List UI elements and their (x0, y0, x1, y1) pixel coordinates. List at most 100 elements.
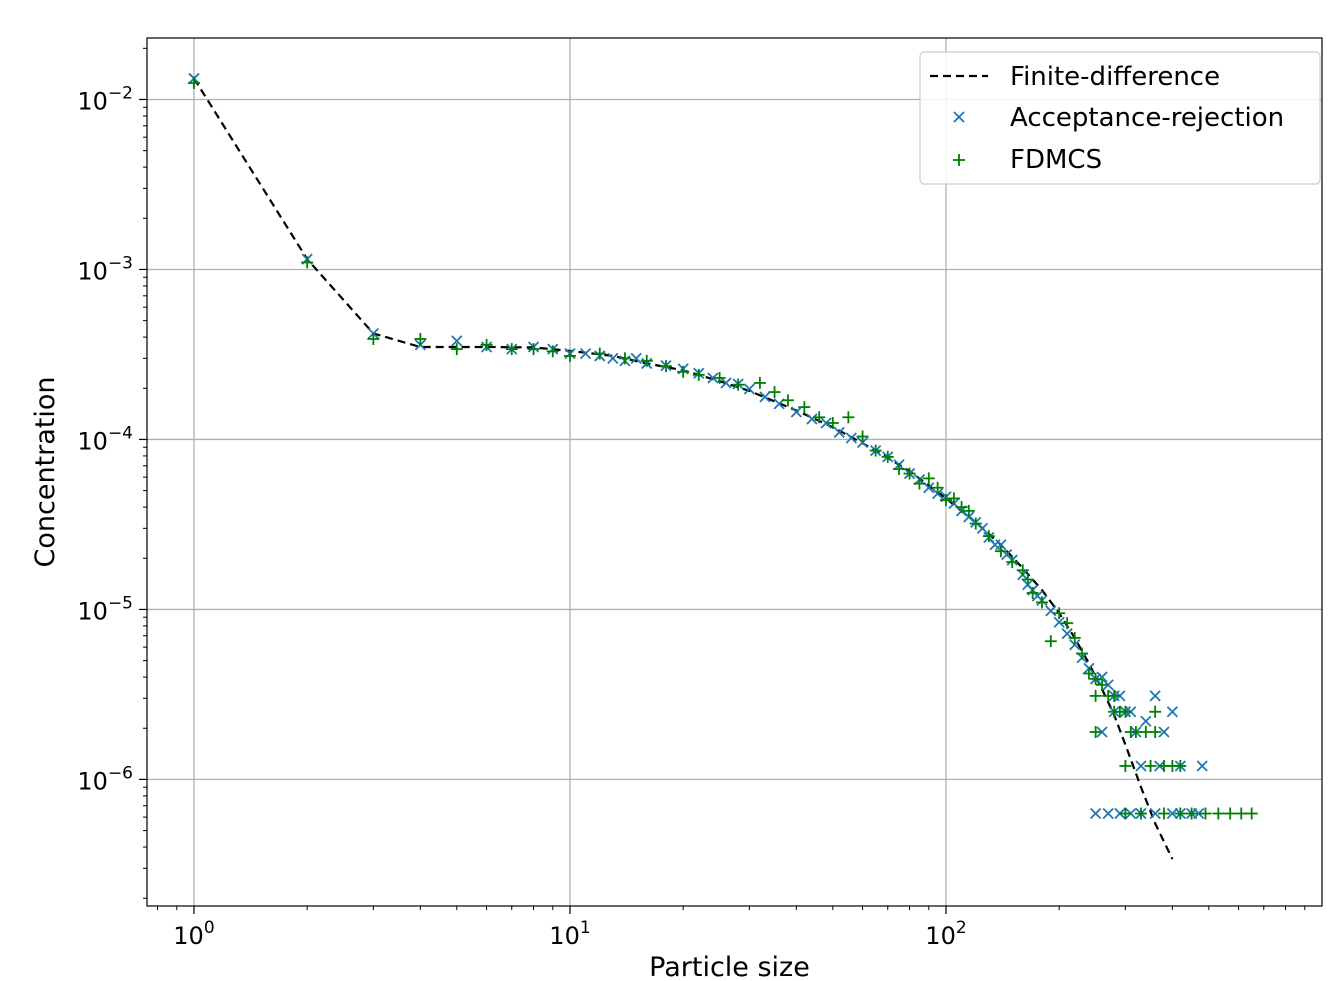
fdmcs-point (1089, 726, 1102, 739)
y-tick-base: 10 (77, 597, 108, 625)
x-axis-label: Particle size (649, 952, 810, 981)
fdmcs-point (563, 349, 576, 362)
fdmcs-point (505, 343, 518, 356)
marker-stroke (1149, 690, 1161, 702)
acceptance-rejection-point (1193, 807, 1205, 820)
x-tick-label: 101 (549, 918, 590, 950)
legend-label-fdmcs: FDMCS (1010, 145, 1102, 175)
fdmcs-point (842, 411, 855, 424)
acceptance-rejection-point (845, 432, 857, 444)
acceptance-rejection-point (451, 335, 463, 347)
acceptance-rejection-point (1158, 726, 1170, 738)
fdmcs-point (1082, 667, 1095, 680)
legend-label-finite-difference: Finite-difference (1010, 62, 1220, 92)
fdmcs-point (1174, 807, 1187, 820)
fdmcs-point (781, 394, 794, 407)
acceptance-rejection-point (995, 539, 1007, 551)
y-tick-label: 10−4 (77, 423, 133, 455)
x-tick-base: 10 (925, 922, 956, 950)
acceptance-rejection-point (833, 426, 845, 439)
marker-stroke (579, 347, 592, 360)
marker-stroke (607, 352, 619, 364)
marker-stroke (1001, 549, 1013, 561)
fdmcs-point (947, 492, 960, 505)
fdmcs-point (1089, 689, 1102, 702)
acceptance-rejection-point (1135, 760, 1147, 772)
acceptance-rejection-point (1096, 726, 1108, 738)
y-tick-exponent: −2 (108, 83, 133, 103)
y-tick-base: 10 (77, 257, 108, 285)
y-tick-exponent: −3 (108, 253, 133, 273)
marker-stroke (1158, 726, 1170, 738)
marker-stroke (1061, 628, 1073, 640)
marker-stroke (963, 511, 975, 523)
fdmcs-point (593, 347, 606, 360)
marker-stroke (1135, 760, 1147, 772)
y-tick-base: 10 (77, 427, 108, 455)
fdmcs-point (450, 343, 463, 356)
acceptance-rejection-point (1196, 760, 1208, 772)
legend-marker-acceptance-rejection (953, 111, 965, 123)
fdmcs-point (1134, 807, 1147, 820)
marker-stroke (707, 372, 719, 384)
acceptance-rejection-point (963, 511, 975, 523)
fdmcs-point (903, 467, 916, 480)
marker-stroke (1069, 639, 1081, 651)
fdmcs-point (1053, 607, 1066, 620)
fdmcs-point (1199, 807, 1212, 820)
fdmcs-point (962, 504, 975, 517)
fdmcs-series (187, 77, 1258, 820)
y-tick-base: 10 (77, 767, 108, 795)
fdmcs-point (367, 332, 380, 345)
marker-stroke (743, 383, 756, 395)
fdmcs-point (1108, 705, 1121, 718)
fdmcs-point (1016, 564, 1029, 577)
acceptance-rejection-point (630, 352, 642, 364)
fdmcs-point (692, 368, 705, 381)
fdmcs-point (913, 477, 926, 490)
fdmcs-point (813, 411, 826, 424)
marker-stroke (923, 482, 935, 494)
fdmcs-point (939, 494, 952, 507)
fdmcs-point (881, 450, 894, 463)
acceptance-rejection-point (759, 391, 771, 403)
fdmcs-point (826, 416, 839, 429)
fdmcs-point (618, 352, 631, 365)
marker-stroke (1096, 726, 1108, 738)
acceptance-rejection-point (820, 417, 832, 429)
acceptance-rejection-point (1069, 639, 1081, 651)
y-tick-label: 10−2 (77, 83, 133, 115)
marker-stroke (976, 522, 989, 534)
fdmcs-point (955, 501, 968, 514)
legend-label-acceptance-rejection: Acceptance-rejection (1010, 103, 1284, 133)
fdmcs-point (301, 256, 314, 269)
marker-stroke (1096, 671, 1108, 683)
x-tick-exponent: 2 (956, 918, 967, 938)
x-tick-label: 102 (925, 918, 966, 950)
marker-stroke (1166, 706, 1179, 718)
fdmcs-point (869, 444, 882, 457)
fdmcs-point (982, 530, 995, 543)
marker-stroke (1089, 807, 1102, 820)
marker-stroke (630, 352, 642, 364)
fdmcs-point (922, 472, 935, 485)
marker-stroke (720, 377, 732, 389)
fdmcs-point (1035, 596, 1048, 609)
acceptance-rejection-point (1089, 807, 1102, 820)
acceptance-rejection-point (1149, 807, 1161, 820)
fdmcs-point (753, 376, 766, 389)
marker-stroke (1140, 715, 1152, 727)
fdmcs-point (1235, 807, 1248, 820)
acceptance-rejection-point (1149, 690, 1161, 702)
legend-marker-fdmcs (953, 154, 965, 166)
fdmcs-point (187, 77, 200, 90)
fdmcs-point (640, 354, 653, 367)
marker-stroke (759, 391, 771, 403)
fdmcs-point (1224, 807, 1237, 820)
y-tick-label: 10−3 (77, 253, 133, 285)
fdmcs-point (546, 345, 559, 358)
fdmcs-point (1149, 705, 1162, 718)
acceptance-rejection-point (976, 522, 989, 534)
fdmcs-point (1157, 807, 1170, 820)
